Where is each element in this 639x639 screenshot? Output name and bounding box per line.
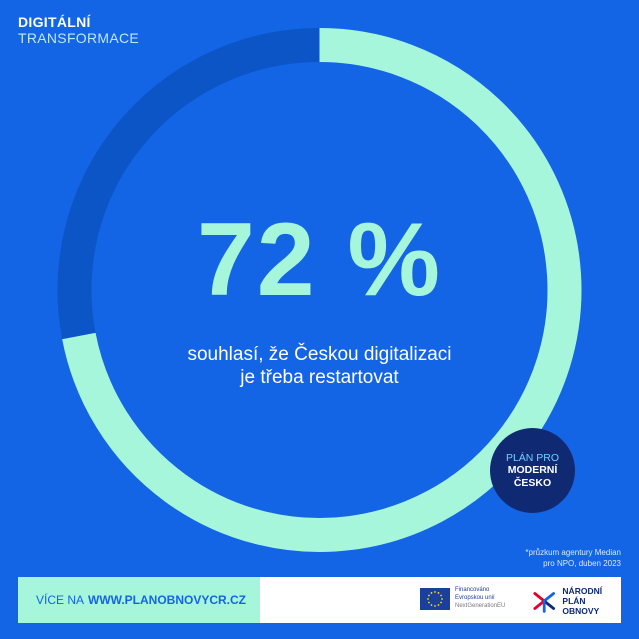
caption-line-1: souhlasí, že Českou digitalizaci [187,344,452,365]
caption-line-2: je třeba restartovat [240,367,399,389]
eu-line-3: NextGenerationEU [455,602,506,609]
header-subtitle: TRANSFORMACE [18,30,140,47]
donut-slice-rest [57,28,320,340]
npo-line-1: NÁRODNÍ [562,586,603,596]
logo-bar: Financováno Evropskou unií NextGeneratio… [260,577,621,623]
header: DIGITÁLNÍ TRANSFORMACE [18,14,139,46]
website-url[interactable]: WWW.PLANOBNOVYCR.CZ [88,593,247,607]
npo-logo: NÁRODNÍ PLÁN OBNOVY [532,586,621,617]
center-value: 72 % [196,202,443,318]
plan-badge: PLÁN PRO MODERNÍ ČESKO [490,428,575,513]
header-title: DIGITÁLNÍ [18,14,91,30]
footer: VÍCE NA WWW.PLANOBNOVYCR.CZ Financováno … [18,577,621,623]
npo-line-2: PLÁN OBNOVY [562,596,600,617]
source-note: *průzkum agentury Median pro NPO, duben … [525,548,621,570]
note-line-1: *průzkum agentury Median [525,548,621,557]
more-label: VÍCE NA [36,593,85,607]
badge-line-1: PLÁN PRO [505,451,560,464]
eu-line-1: Financováno [455,587,490,593]
note-line-2: pro NPO, duben 2023 [543,558,621,568]
eu-flag-icon [420,587,450,610]
eu-logo: Financováno Evropskou unií NextGeneratio… [420,587,505,610]
badge-line-3: ČESKO [513,476,552,489]
badge-line-2: MODERNÍ [507,464,558,477]
eu-line-2: Evropskou unií [455,594,495,601]
center-caption: souhlasí, že Českou digitalizaci je třeb… [0,343,639,389]
website-link[interactable]: VÍCE NA WWW.PLANOBNOVYCR.CZ [18,577,260,623]
npo-mark-icon [533,592,556,614]
